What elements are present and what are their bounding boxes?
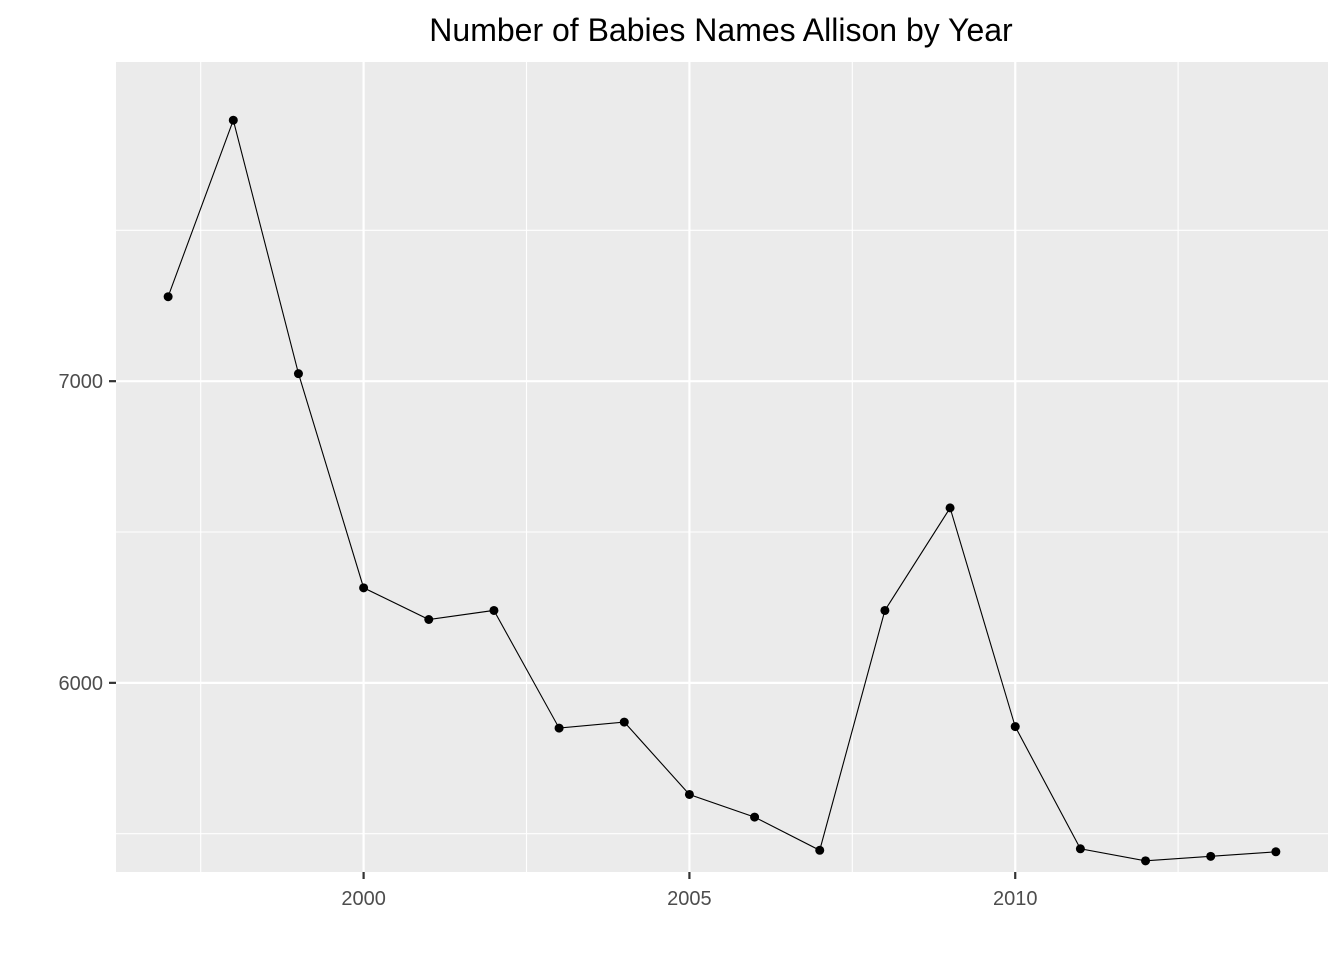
x-tick-label: 2010 [993,888,1038,910]
data-point [750,812,760,822]
x-axis: 2000 2005 2010 [341,872,1037,910]
data-point [554,723,564,733]
data-point [945,503,955,513]
x-tick-label: 2005 [667,888,712,910]
series-line-layer [167,118,1276,862]
data-point [228,115,238,125]
data-point [1206,851,1216,861]
data-point [293,369,303,379]
grid-minor [116,62,1328,872]
data-point [489,605,499,615]
data-point [880,605,890,615]
points-layer [163,115,1281,866]
data-point [815,845,825,855]
data-point [1271,847,1281,857]
data-point [1075,844,1085,854]
data-point [1141,856,1151,866]
plot-panel [116,62,1328,872]
chart-title: Number of Babies Names Allison by Year [429,12,1013,48]
y-axis: 6000 7000 [59,371,116,695]
x-tick-label: 2000 [341,888,386,910]
grid-major [116,62,1328,872]
y-tick-label: 7000 [59,371,104,393]
data-point [163,292,173,302]
data-point [1010,722,1020,732]
y-tick-label: 6000 [59,673,104,695]
data-point [619,717,629,727]
data-point [359,583,369,593]
data-point [684,789,694,799]
series-line [167,118,1276,862]
data-point [424,614,434,624]
